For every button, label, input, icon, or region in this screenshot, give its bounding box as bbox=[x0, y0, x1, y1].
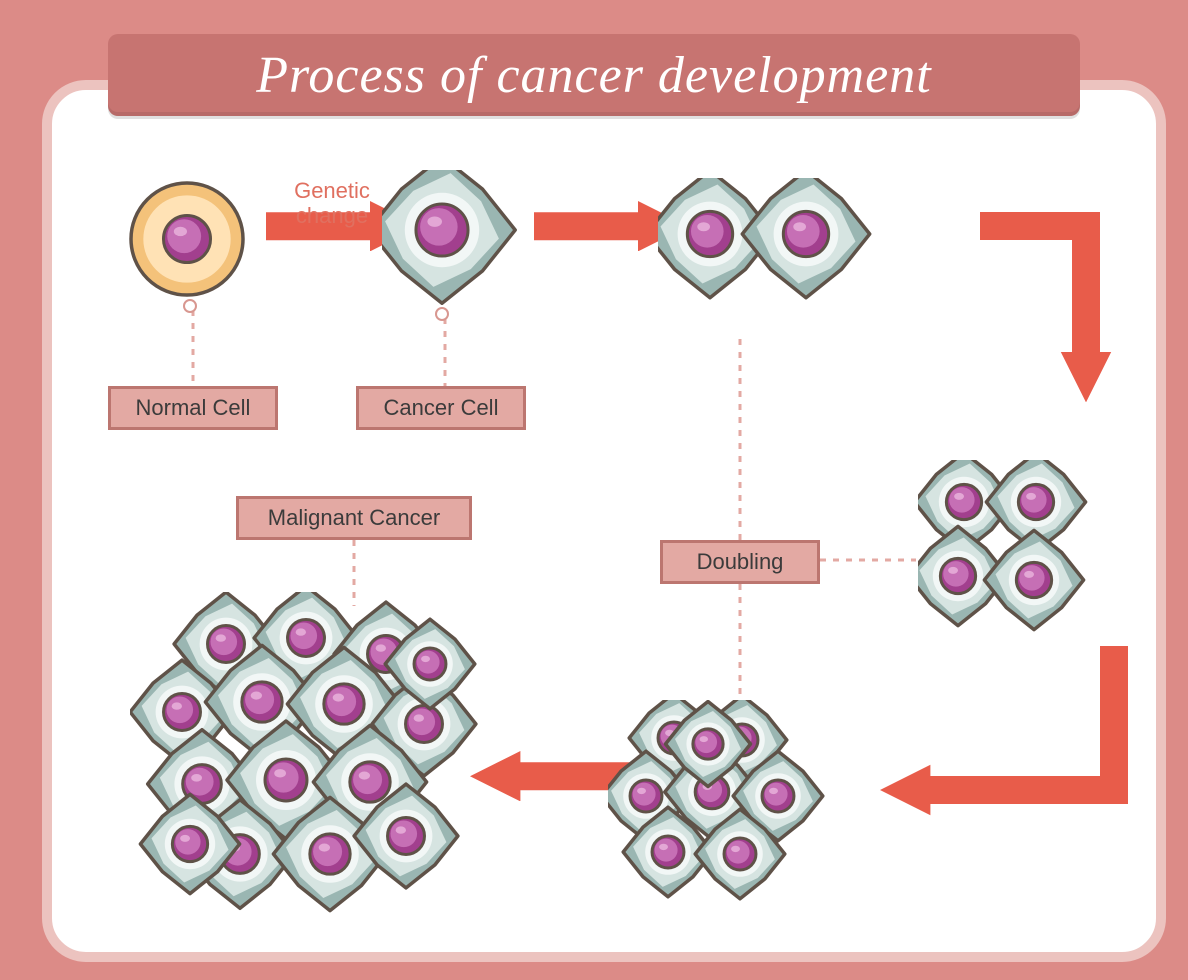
eight-cells bbox=[608, 700, 836, 917]
label-cancer-cell: Cancer Cell bbox=[356, 386, 526, 430]
four-cells-svg bbox=[918, 460, 1098, 642]
cancer-cell-graphic bbox=[382, 170, 524, 317]
cancer-cell-graphic-svg bbox=[382, 170, 524, 312]
malignant-mass bbox=[130, 592, 488, 927]
label-normal-cell: Normal Cell bbox=[108, 386, 278, 430]
label-malignant: Malignant Cancer bbox=[236, 496, 472, 540]
arrow-a3 bbox=[980, 212, 1150, 402]
two-cells-svg bbox=[658, 178, 880, 308]
normal-cell-graphic bbox=[126, 178, 248, 305]
malignant-mass-svg bbox=[130, 592, 488, 922]
eight-cells-svg bbox=[608, 700, 836, 912]
two-cells bbox=[658, 178, 880, 313]
label-doubling: Doubling bbox=[660, 540, 820, 584]
outer-frame: Process of cancer developmentNormal Cell… bbox=[0, 0, 1188, 980]
four-cells bbox=[918, 460, 1098, 647]
normal-cell-graphic-svg bbox=[126, 178, 248, 300]
arrow-a4 bbox=[880, 646, 1150, 826]
small-label-genetic-change: Genetic change bbox=[272, 178, 392, 229]
